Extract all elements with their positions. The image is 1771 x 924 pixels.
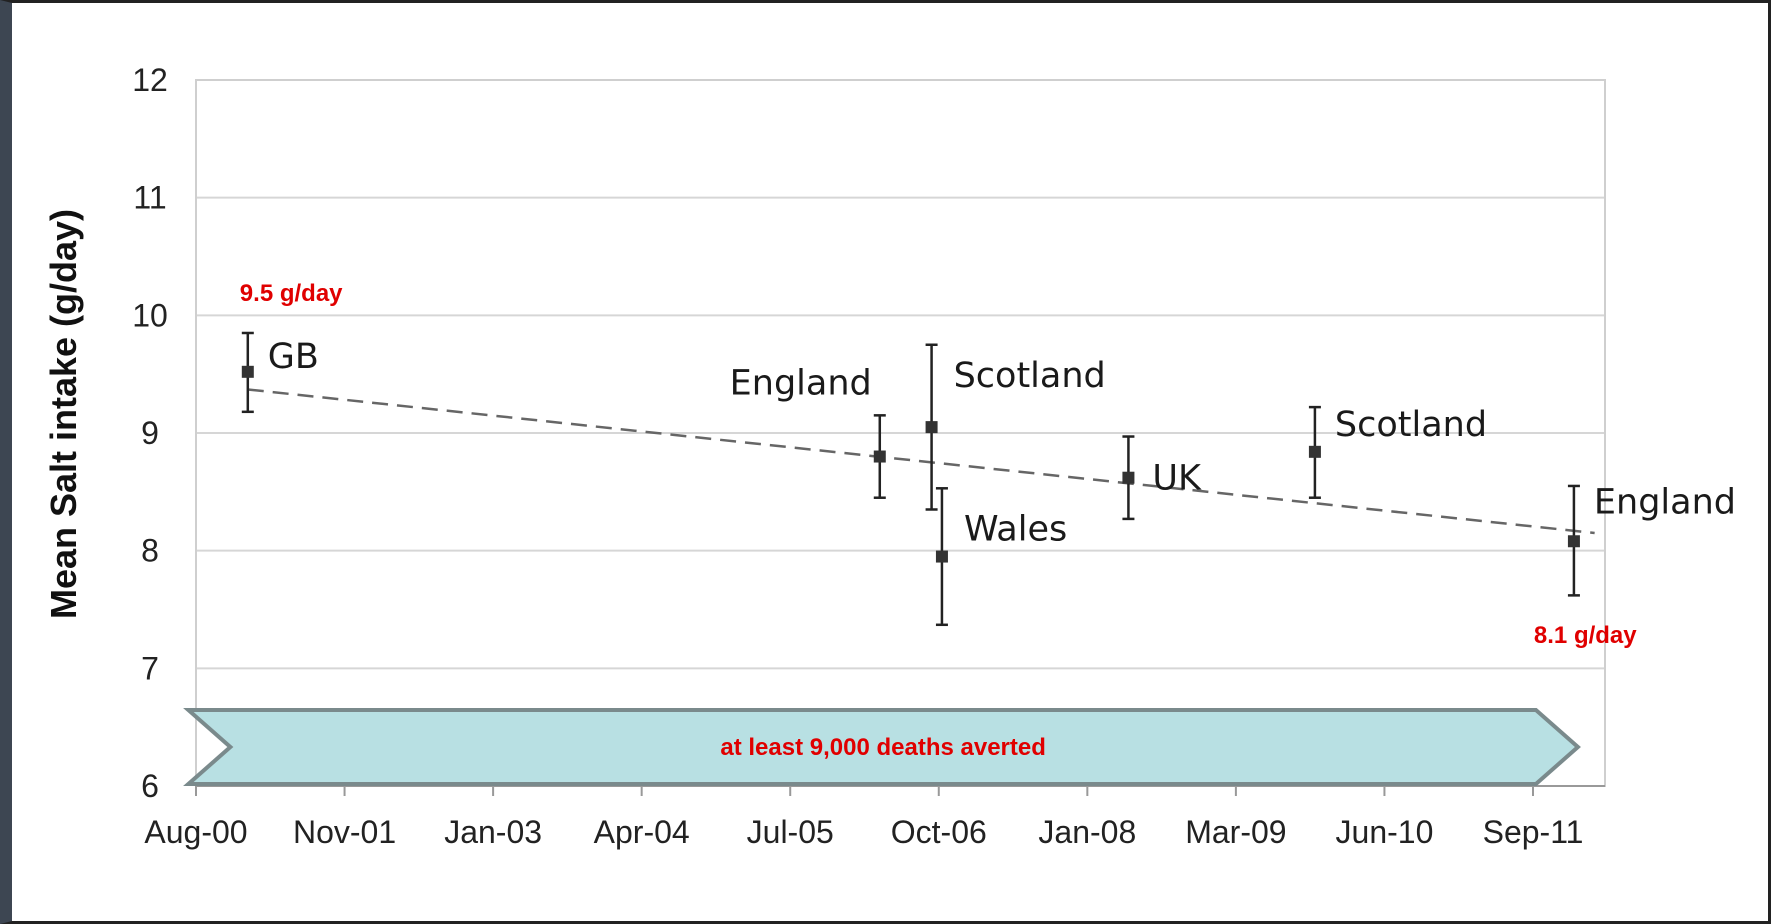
- point-label: Scotland: [954, 356, 1106, 396]
- data-point-england: England: [1567, 482, 1736, 597]
- banner-text: at least 9,000 deaths averted: [720, 734, 1046, 761]
- x-tick-label: Jun-10: [1336, 814, 1434, 850]
- x-tick-label: Apr-04: [594, 814, 690, 850]
- annotation-start-value: 9.5 g/day: [240, 280, 343, 307]
- point-label: Wales: [964, 510, 1067, 550]
- point-marker: [1308, 445, 1321, 458]
- y-tick-label: 7: [141, 650, 159, 686]
- x-axis: Aug-00 Nov-01 Jan-03 Apr-04 Jul-05 Oct-06 Jan-…: [144, 785, 1605, 850]
- x-tick-label: Sep-11: [1483, 814, 1584, 850]
- point-label: England: [730, 364, 872, 404]
- y-tick-label: 9: [141, 415, 159, 451]
- trendline: [247, 388, 1595, 535]
- point-marker: [1122, 471, 1135, 484]
- y-axis: 6 7 8 9 10 11 12: [132, 62, 168, 804]
- data-point-scotland: Scotland: [1308, 405, 1487, 499]
- banner: at least 9,000 deaths averted: [183, 708, 1581, 786]
- data-points: GB England Scotland Wales UK Scotland England: [241, 331, 1736, 627]
- data-point-scotland: Scotland: [925, 343, 1106, 511]
- y-tick-label: 12: [132, 62, 168, 98]
- y-axis-label: Mean Salt intake (g/day): [43, 209, 84, 619]
- point-label: GB: [268, 337, 319, 377]
- data-point-uk: UK: [1122, 435, 1202, 521]
- annotations: 9.5 g/day 8.1 g/day: [240, 280, 1637, 649]
- y-tick-label: 8: [141, 533, 159, 569]
- x-tick-label: Oct-06: [891, 814, 987, 850]
- y-tick-label: 6: [141, 768, 159, 804]
- data-point-england: England: [730, 364, 886, 499]
- point-label: England: [1594, 482, 1736, 522]
- data-point-wales: Wales: [935, 487, 1067, 627]
- y-tick-label: 10: [132, 297, 168, 333]
- data-point-gb: GB: [241, 331, 319, 414]
- point-marker: [935, 550, 948, 563]
- trendline-dashed: [247, 388, 1595, 535]
- point-label: UK: [1152, 459, 1202, 499]
- banner-arrow: [183, 708, 1581, 786]
- point-marker: [1567, 535, 1580, 548]
- point-marker: [241, 365, 254, 378]
- point-marker: [873, 450, 886, 463]
- x-tick-label: Jan-08: [1038, 814, 1136, 850]
- point-label: Scotland: [1335, 405, 1487, 445]
- x-tick-label: Jan-03: [444, 814, 542, 850]
- x-tick-label: Aug-00: [144, 814, 247, 850]
- x-tick-label: Mar-09: [1185, 814, 1286, 850]
- x-tick-label: Nov-01: [293, 814, 396, 850]
- y-tick-label: 11: [133, 180, 166, 216]
- point-marker: [925, 421, 938, 434]
- x-tick-label: Jul-05: [747, 814, 834, 850]
- annotation-end-value: 8.1 g/day: [1534, 622, 1637, 649]
